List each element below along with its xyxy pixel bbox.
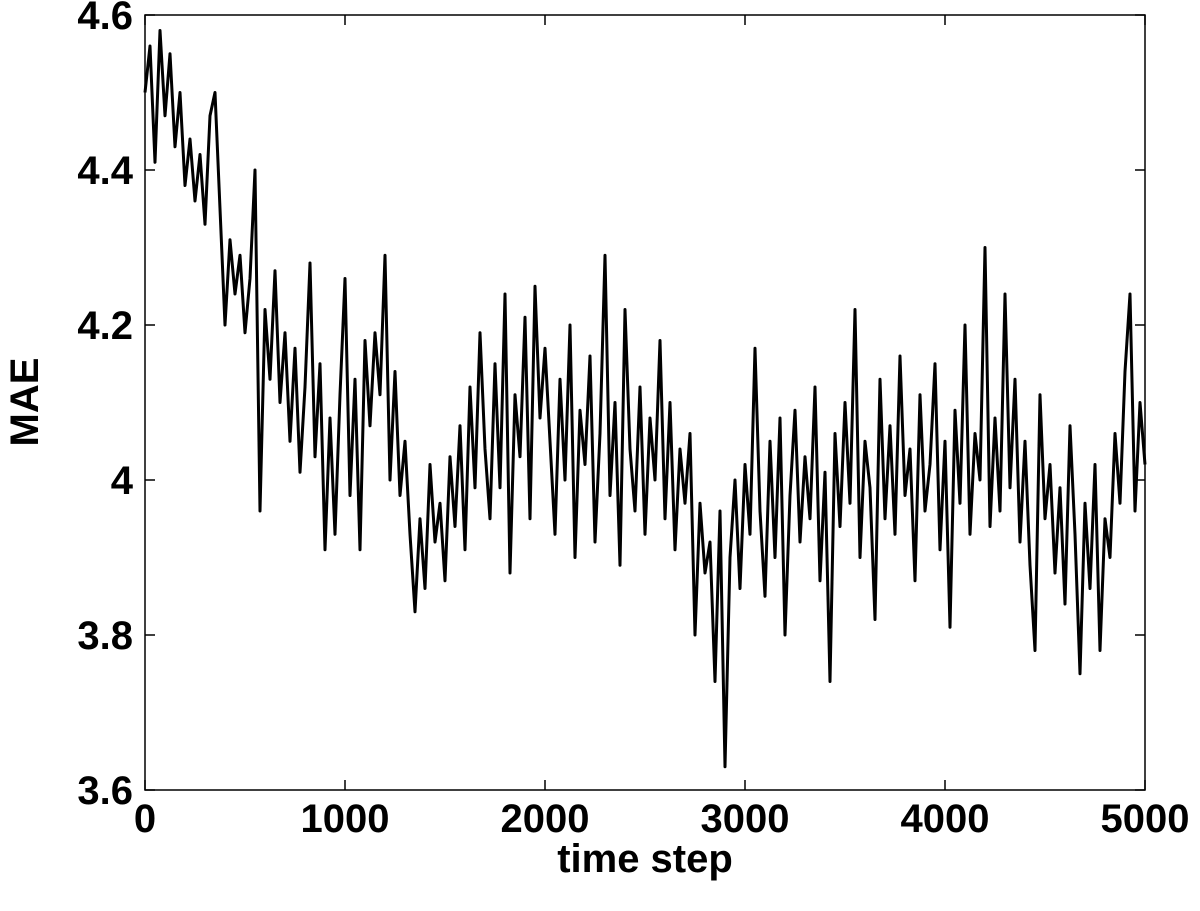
x-tick-label: 4000: [901, 797, 990, 841]
x-axis-label: time step: [557, 837, 733, 881]
plot-frame: [144, 14, 1146, 791]
y-tick-label: 4.4: [77, 149, 133, 193]
y-tick-label: 3.8: [77, 614, 133, 658]
y-tick-label: 4.6: [77, 0, 133, 38]
x-tick-label: 5000: [1101, 797, 1190, 841]
data-line: [143, 29, 1147, 769]
x-tick-label: 3000: [701, 797, 790, 841]
y-tick-label: 4.2: [77, 304, 133, 348]
x-tick-label: 1000: [301, 797, 390, 841]
x-tick-label: 0: [134, 797, 156, 841]
y-axis-label: MAE: [3, 358, 47, 447]
y-tick-label: 3.6: [77, 769, 133, 813]
x-tick-label: 2000: [501, 797, 590, 841]
y-tick-label: 4: [111, 459, 134, 503]
